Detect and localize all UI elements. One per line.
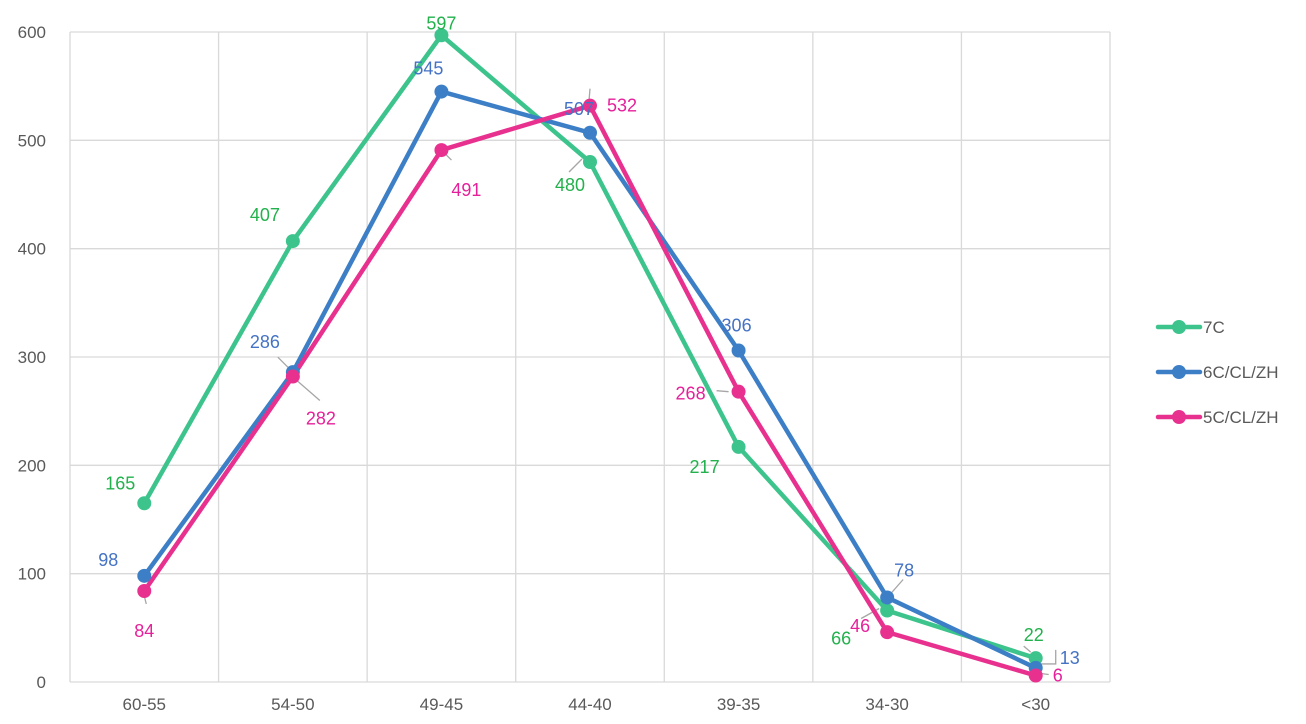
data-point xyxy=(583,98,597,113)
legend-label: 7C xyxy=(1203,318,1225,337)
y-tick-label: 100 xyxy=(18,565,46,584)
data-point xyxy=(583,125,597,140)
data-point xyxy=(137,568,152,583)
leader-line xyxy=(277,356,291,370)
data-label: 78 xyxy=(894,561,914,581)
y-tick-label: 200 xyxy=(18,456,46,475)
data-label: 84 xyxy=(134,621,154,641)
data-point xyxy=(285,234,300,249)
data-point xyxy=(583,155,597,169)
y-tick-label: 500 xyxy=(18,131,46,150)
data-label: 532 xyxy=(607,96,637,116)
leader-line xyxy=(716,390,729,393)
legend-item: 7C xyxy=(1155,318,1225,337)
y-tick-label: 300 xyxy=(18,348,46,367)
data-point xyxy=(434,28,449,43)
x-tick-label: 34-30 xyxy=(865,695,908,714)
y-tick-label: 400 xyxy=(18,240,46,259)
data-label: 480 xyxy=(555,175,585,195)
data-label: 597 xyxy=(426,13,456,33)
leader-line xyxy=(588,88,591,101)
y-axis: 0 100 200 300 400 500 600 xyxy=(18,23,46,692)
leader-line xyxy=(1023,645,1032,653)
legend-item: 6C/CL/ZH xyxy=(1155,363,1279,382)
x-axis: 60-55 54-50 49-45 44-40 39-35 34-30 <30 xyxy=(123,695,1051,714)
data-point xyxy=(434,143,449,158)
legend: 7C 6C/CL/ZH 5C/CL/ZH xyxy=(1155,318,1279,427)
x-tick-label: 39-35 xyxy=(717,695,760,714)
legend-label: 5C/CL/ZH xyxy=(1203,408,1279,427)
x-tick-label: 60-55 xyxy=(123,695,166,714)
data-label: 286 xyxy=(250,332,280,352)
data-label: 98 xyxy=(98,550,118,570)
x-tick-label: 44-40 xyxy=(568,695,611,714)
data-label: 306 xyxy=(722,316,752,336)
x-tick-label: 49-45 xyxy=(420,695,463,714)
data-label: 217 xyxy=(690,457,720,477)
data-label: 13 xyxy=(1060,648,1080,668)
data-point xyxy=(1028,651,1043,666)
legend-marker xyxy=(1172,410,1186,424)
leader-line xyxy=(568,158,583,173)
y-tick-label: 0 xyxy=(37,673,46,692)
grid xyxy=(69,31,1111,683)
legend-item: 5C/CL/ZH xyxy=(1155,408,1279,427)
data-point xyxy=(731,343,746,358)
data-label: 282 xyxy=(306,409,336,429)
data-labels: 165 407 597 480 217 66 22 98 286 545 507 306 78 13 84 2… xyxy=(98,13,1079,685)
data-label: 545 xyxy=(413,59,443,79)
data-point xyxy=(1028,668,1043,683)
data-label: 268 xyxy=(676,384,706,404)
data-label: 507 xyxy=(564,99,594,119)
leader-line xyxy=(296,380,321,401)
data-point xyxy=(285,369,300,384)
data-label: 46 xyxy=(850,616,870,636)
data-label: 22 xyxy=(1024,625,1044,645)
series-group xyxy=(137,28,1043,683)
data-label: 407 xyxy=(250,205,280,225)
leader-line xyxy=(1040,649,1057,665)
legend-label: 6C/CL/ZH xyxy=(1203,363,1279,382)
data-label: 491 xyxy=(451,180,481,200)
x-tick-label: 54-50 xyxy=(271,695,314,714)
data-label: 6 xyxy=(1053,666,1063,686)
data-point xyxy=(434,84,449,99)
data-point xyxy=(880,625,895,640)
x-tick-label: <30 xyxy=(1021,695,1050,714)
data-point xyxy=(137,584,152,598)
y-tick-label: 600 xyxy=(18,23,46,42)
data-label: 165 xyxy=(105,473,135,493)
data-point xyxy=(731,384,746,399)
legend-marker xyxy=(1172,365,1186,379)
data-point xyxy=(137,496,152,511)
data-label: 66 xyxy=(831,629,851,649)
data-point xyxy=(880,603,895,618)
data-point xyxy=(731,439,746,454)
data-point xyxy=(880,590,895,605)
legend-marker xyxy=(1172,320,1186,334)
